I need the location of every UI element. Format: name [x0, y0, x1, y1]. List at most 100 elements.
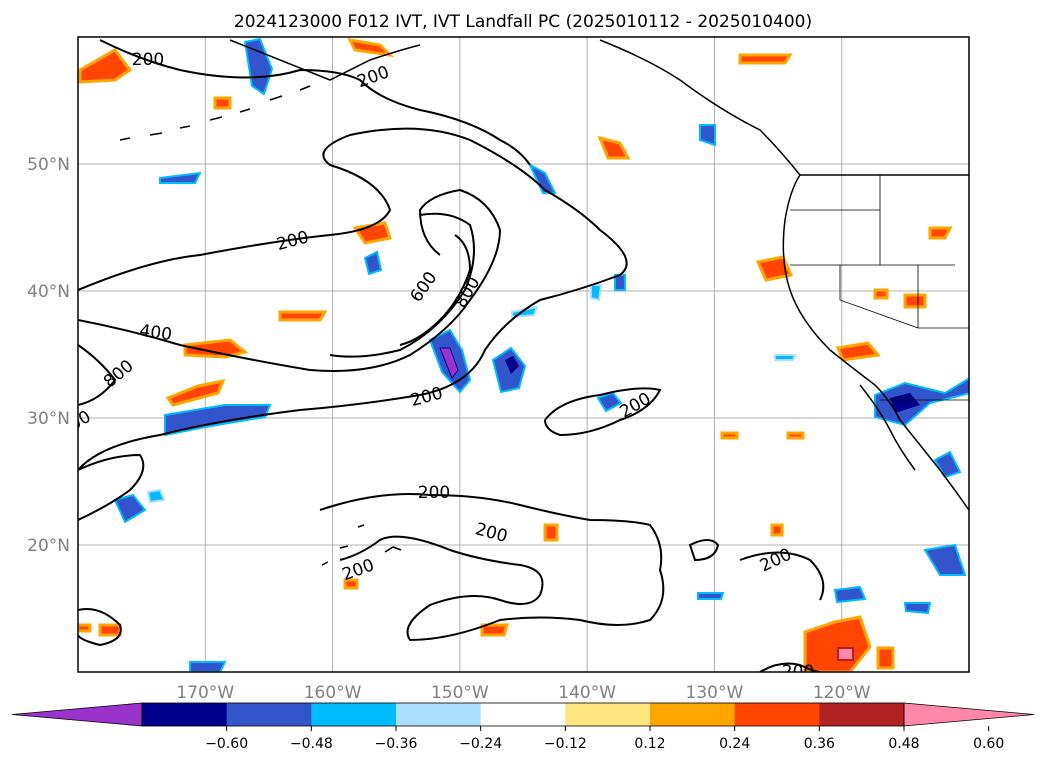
neg-blob — [833, 585, 867, 604]
ivt-contour-400 — [78, 188, 502, 372]
map-title: 2024123000 F012 IVT, IVT Landfall PC (20… — [234, 12, 812, 32]
pos-blob — [480, 623, 510, 637]
contour-label: 200 — [418, 483, 450, 503]
ivt-contour-200-far-sw — [78, 453, 145, 521]
colorbar-tick-label: −0.24 — [459, 736, 502, 752]
neg-blob — [363, 250, 383, 276]
contour-label: 200 — [782, 662, 814, 682]
pos-blob — [873, 288, 889, 300]
pos-blob — [165, 378, 226, 407]
colorbar-extend-high — [903, 702, 1035, 727]
lon-tick-label: 120°W — [813, 683, 871, 703]
neg-blob — [189, 661, 227, 672]
pos-blob — [543, 523, 559, 542]
neg-blob — [596, 391, 623, 413]
neg-blob — [439, 347, 459, 380]
pos-blob — [755, 255, 794, 282]
lat-tick-label: 40°N — [27, 282, 70, 302]
ivt-contour-800-inner — [399, 234, 472, 346]
map-panel: 200 200 200 400 800 600 800 200 200 200 … — [27, 36, 970, 703]
contour-label: 400 — [138, 321, 173, 345]
coastlines — [119, 39, 969, 566]
us-state-lines — [790, 175, 969, 401]
pos-blob — [597, 135, 631, 160]
colorbar-bin — [650, 703, 736, 726]
ivt-contours — [78, 39, 825, 672]
neg-blob — [590, 284, 603, 302]
contour-label: 200 — [132, 50, 164, 70]
colorbar-tick-label: 0.36 — [804, 736, 835, 752]
colorbar-bin — [396, 703, 482, 726]
lon-tick-label: 140°W — [558, 683, 616, 703]
colorbar: −0.60 −0.48 −0.36 −0.24 −0.12 0.12 0.24 0.36 0.4… — [11, 702, 1035, 752]
pos-blob — [78, 48, 133, 84]
pos-blob — [928, 226, 953, 240]
colorbar-bin — [480, 703, 566, 726]
ivt-contour-200-mid — [544, 387, 662, 437]
pos-blob — [903, 293, 927, 309]
map-frame — [77, 36, 970, 673]
colorbar-tick-label: 0.24 — [719, 736, 750, 752]
pos-blob — [343, 578, 359, 590]
colorbar-extend-low — [11, 702, 143, 727]
neg-blob — [505, 356, 519, 374]
ivt-contour-800-left — [78, 344, 117, 406]
latitude-labels: 20°N 30°N 40°N 50°N — [27, 155, 70, 556]
pos-blob — [98, 623, 122, 637]
pos-blob — [786, 431, 805, 440]
lon-tick-label: 150°W — [431, 683, 489, 703]
neg-blob — [923, 543, 967, 576]
ivt-contour-200-sw — [78, 608, 122, 647]
colorbar-bin — [142, 703, 228, 726]
colorbar-bin — [734, 703, 820, 726]
pos-blob — [347, 38, 395, 58]
lat-tick-label: 50°N — [27, 155, 70, 175]
pos-blob — [837, 647, 854, 661]
north-america-coast — [599, 39, 969, 511]
colorbar-bin — [565, 703, 651, 726]
colorbar-frame — [141, 702, 905, 727]
neg-blob — [113, 493, 147, 524]
pos-blob — [183, 338, 249, 359]
pos-blob — [770, 523, 784, 537]
neg-blob — [699, 124, 716, 147]
negative-pc-blobs — [113, 37, 969, 672]
colorbar-tick-label: −0.48 — [290, 736, 333, 752]
neg-blob — [243, 37, 274, 96]
ivt-contour-200-se — [688, 539, 825, 601]
pos-blob — [720, 431, 739, 440]
colorbar-bin — [819, 703, 905, 726]
colorbar-tick-label: 0.12 — [634, 736, 665, 752]
neg-blob — [697, 592, 725, 600]
aleutian-islands — [119, 85, 311, 141]
colorbar-tick-label: −0.60 — [205, 736, 248, 752]
colorbar-tick-label: −0.36 — [375, 736, 418, 752]
neg-blob — [146, 488, 166, 504]
pos-blob — [278, 310, 328, 322]
lon-tick-label: 160°W — [304, 683, 362, 703]
colorbar-bin — [226, 703, 312, 726]
neg-blob — [903, 602, 932, 615]
pc-shading — [78, 37, 969, 672]
lon-tick-label: 130°W — [686, 683, 744, 703]
lat-tick-label: 30°N — [27, 409, 70, 429]
pos-blob — [78, 623, 92, 633]
lon-tick-label: 170°W — [176, 683, 234, 703]
colorbar-bin — [311, 703, 397, 726]
pos-blob — [213, 96, 232, 110]
neg-blob — [890, 393, 920, 413]
pos-blob — [738, 53, 793, 65]
lat-tick-label: 20°N — [27, 536, 70, 556]
colorbar-tick-label: 0.48 — [888, 736, 919, 752]
positive-pc-blobs — [78, 38, 953, 672]
ivt-contour-200-north — [78, 127, 628, 471]
baja-california — [859, 384, 916, 471]
ivt-contour-200-south — [319, 493, 665, 642]
colorbar-tick-label: −0.12 — [544, 736, 587, 752]
longitude-labels: 170°W 160°W 150°W 140°W 130°W 120°W — [176, 683, 870, 703]
neg-blob — [614, 274, 626, 291]
ivt-contour-600 — [329, 212, 475, 358]
pos-blob — [876, 646, 895, 670]
neg-blob — [491, 346, 527, 394]
